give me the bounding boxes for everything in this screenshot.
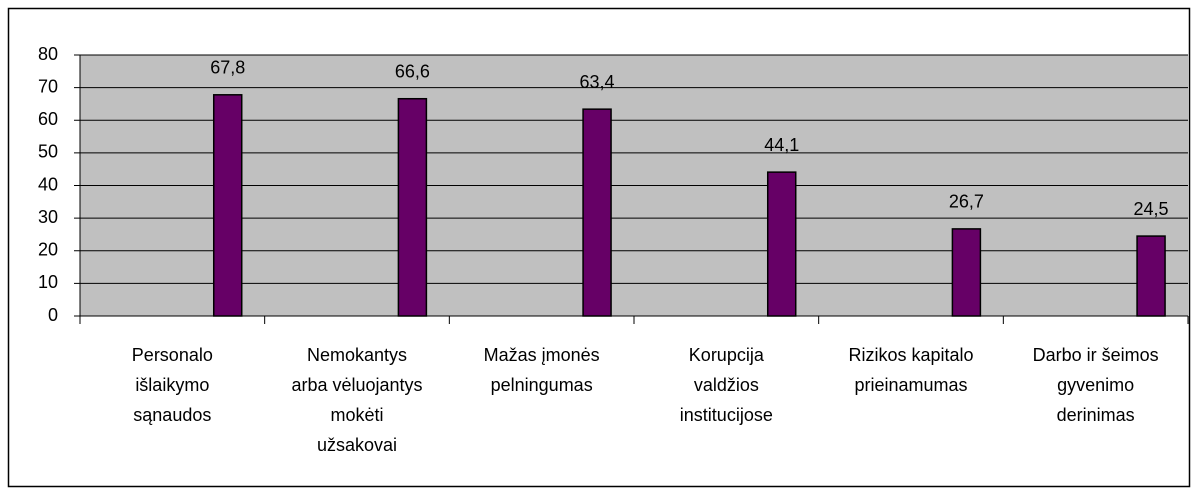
x-tick-label: derinimas: [1057, 405, 1135, 425]
x-tick-label: Rizikos kapitalo: [848, 345, 973, 365]
x-tick-label: pelningumas: [491, 375, 593, 395]
y-tick-label: 10: [38, 272, 58, 292]
bar: [1136, 235, 1166, 317]
value-label: 24,5: [1134, 199, 1169, 219]
y-tick-label: 20: [38, 240, 58, 260]
bar: [951, 228, 982, 317]
value-label: 26,7: [949, 192, 984, 212]
value-label: 67,8: [210, 58, 245, 78]
y-tick-label: 30: [38, 207, 58, 227]
x-tick-label: institucijose: [680, 405, 773, 425]
x-tick-label: arba vėluojantys: [291, 375, 422, 395]
bar: [582, 108, 612, 317]
value-label: 66,6: [395, 61, 430, 81]
x-tick-label: užsakovai: [317, 435, 397, 455]
x-tick-label: sąnaudos: [133, 405, 211, 425]
x-tick-label: gyvenimo: [1057, 375, 1134, 395]
bar: [397, 97, 428, 317]
x-tick-label: mokėti: [330, 405, 383, 425]
value-label: 44,1: [764, 135, 799, 155]
value-label: 63,4: [580, 72, 615, 92]
x-tick-label: Mažas įmonės: [484, 345, 600, 365]
y-tick-label: 60: [38, 109, 58, 129]
x-tick-label: Darbo ir šeimos: [1033, 345, 1159, 365]
bar: [212, 94, 243, 317]
x-tick-label: Personalo: [132, 345, 213, 365]
x-tick-label: Nemokantys: [307, 345, 407, 365]
y-tick-label: 70: [38, 76, 58, 96]
bar: [766, 171, 797, 317]
y-tick-label: 80: [38, 44, 58, 64]
x-tick-label: valdžios: [694, 375, 759, 395]
x-tick-label: išlaikymo: [135, 375, 209, 395]
y-tick-label: 40: [38, 174, 58, 194]
x-tick-label: Korupcija: [689, 345, 765, 365]
y-tick-label: 0: [48, 305, 58, 325]
y-tick-label: 50: [38, 142, 58, 162]
x-tick-label: prieinamumas: [854, 375, 967, 395]
